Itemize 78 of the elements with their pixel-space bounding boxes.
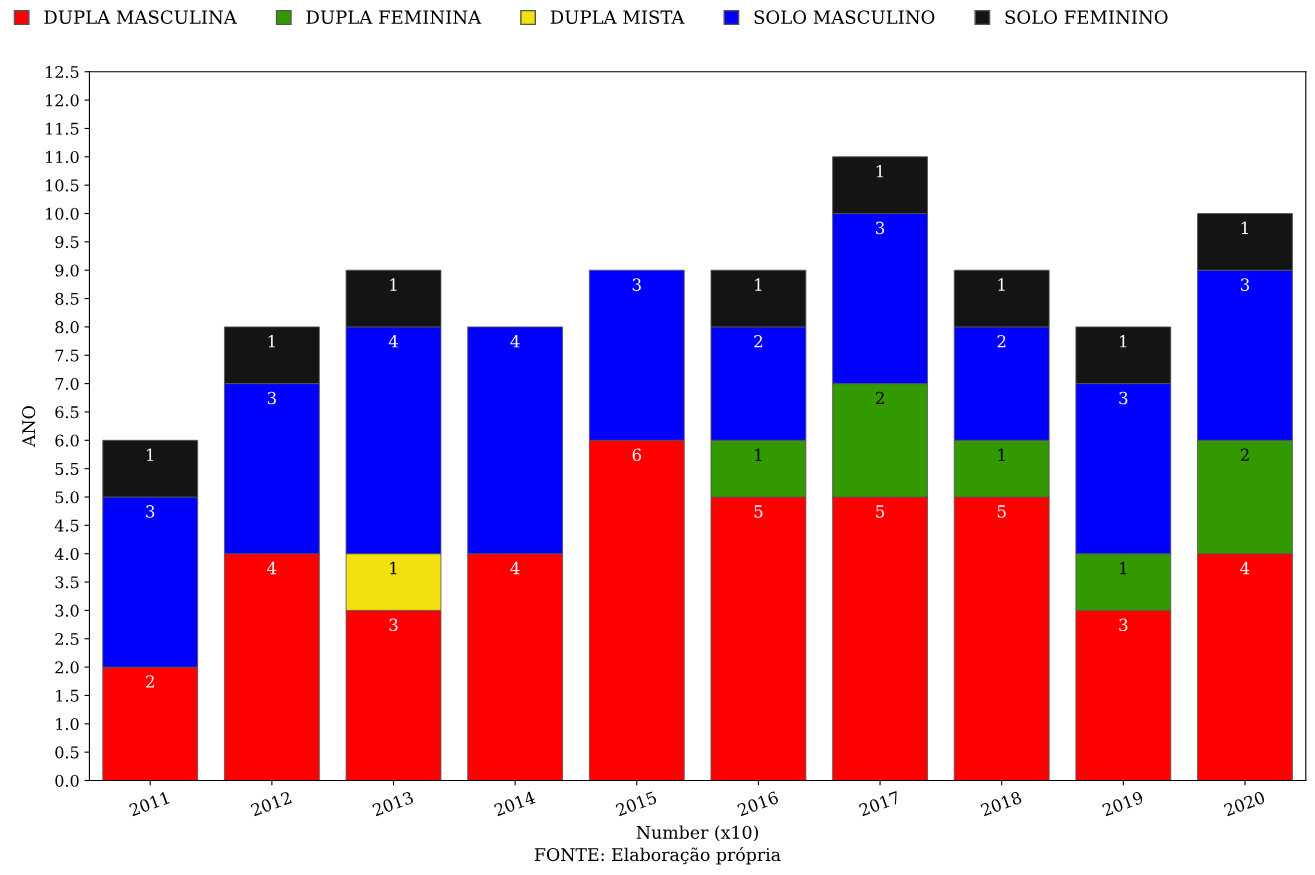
data-label: 1 (876, 164, 883, 178)
data-label: 4 (388, 335, 398, 348)
legend-label: SOLO FEMININO (1005, 10, 1168, 25)
x-tick-label: 2020 (1223, 790, 1266, 817)
data-label: 3 (1119, 391, 1128, 405)
y-tick-label: 0.5 (55, 746, 79, 759)
y-tick-label: 2.0 (55, 661, 79, 674)
y-tick-label: 3.0 (55, 604, 79, 617)
data-label: 1 (755, 448, 762, 461)
data-label: 3 (267, 391, 276, 405)
data-label: 1 (390, 278, 397, 291)
legend-label: DUPLA MISTA (550, 10, 685, 25)
y-tick-label: 7.5 (55, 349, 79, 362)
data-label: 3 (1240, 278, 1250, 291)
y-tick-label: 10.5 (46, 179, 79, 192)
data-label: 1 (390, 561, 397, 575)
y-tick-label: 8.5 (55, 292, 79, 305)
data-label: 1 (998, 278, 1005, 291)
y-tick-label: 0.0 (55, 774, 79, 787)
data-label: 2 (1240, 448, 1249, 461)
x-axis-title: Number (x10) (636, 825, 758, 842)
y-tick-label: 3.5 (55, 576, 79, 589)
y-tick-label: 10.0 (46, 207, 79, 220)
y-tick-label: 9.5 (55, 236, 79, 249)
x-tick-label: 2014 (493, 790, 536, 817)
data-label: 5 (997, 505, 1006, 518)
data-label: 3 (389, 618, 398, 632)
y-tick-label: 1.0 (56, 718, 79, 731)
data-label: 4 (1240, 561, 1250, 575)
y-tick-label: 12.5 (46, 65, 79, 79)
data-label: 3 (1119, 618, 1128, 632)
data-label: 2 (875, 391, 884, 405)
legend-label: DUPLA FEMININA (306, 10, 482, 25)
y-tick-label: 11.0 (46, 151, 79, 164)
x-tick-label: 2017 (858, 790, 901, 817)
data-label: 3 (632, 278, 641, 291)
x-tick-label: 2011 (128, 791, 170, 817)
y-axis-title: ANO (22, 406, 36, 448)
data-label: 1 (268, 335, 275, 348)
data-label: 1 (1241, 221, 1248, 234)
y-tick-label: 1.5 (56, 689, 79, 702)
y-tick-label: 6.5 (55, 406, 79, 419)
y-tick-label: 7.0 (55, 377, 79, 390)
y-tick-label: 5.0 (55, 491, 79, 504)
data-label: 3 (876, 221, 885, 235)
y-tick-label: 11.5 (46, 122, 79, 135)
legend-label: SOLO MASCULINO (754, 10, 935, 25)
x-tick-label: 2018 (980, 790, 1023, 817)
y-tick-label: 8.0 (55, 321, 79, 334)
y-tick-label: 2.5 (55, 632, 79, 646)
data-label: 3 (146, 505, 155, 518)
x-tick-label: 2013 (371, 790, 414, 817)
data-label: 1 (146, 448, 154, 461)
x-tick-label: 2015 (615, 790, 658, 817)
data-label: 2 (997, 335, 1006, 348)
data-label: 1 (755, 278, 762, 291)
data-label: 2 (754, 335, 763, 348)
data-label: 1 (1120, 335, 1127, 348)
y-tick-label: 9.0 (55, 264, 79, 277)
data-label: 4 (267, 561, 277, 575)
data-label: 4 (510, 335, 520, 348)
data-label: 5 (876, 505, 885, 518)
data-label: 1 (1120, 561, 1127, 575)
data-label: 2 (146, 675, 154, 688)
y-tick-label: 6.0 (55, 434, 79, 447)
data-label: 5 (754, 505, 763, 518)
data-label: 6 (632, 448, 642, 462)
y-tick-label: 12.0 (46, 94, 79, 107)
source-note: FONTE: Elaboração própria (534, 847, 781, 865)
y-tick-label: 5.5 (55, 463, 79, 475)
x-tick-label: 2012 (250, 791, 292, 817)
x-tick-label: 2019 (1101, 790, 1144, 817)
legend-label: DUPLA MASCULINA (44, 10, 237, 25)
data-label: 1 (998, 448, 1005, 461)
y-tick-label: 4.5 (54, 519, 79, 532)
data-label: 4 (510, 561, 520, 575)
x-tick-label: 2016 (736, 790, 780, 817)
y-tick-label: 4.0 (54, 547, 79, 560)
